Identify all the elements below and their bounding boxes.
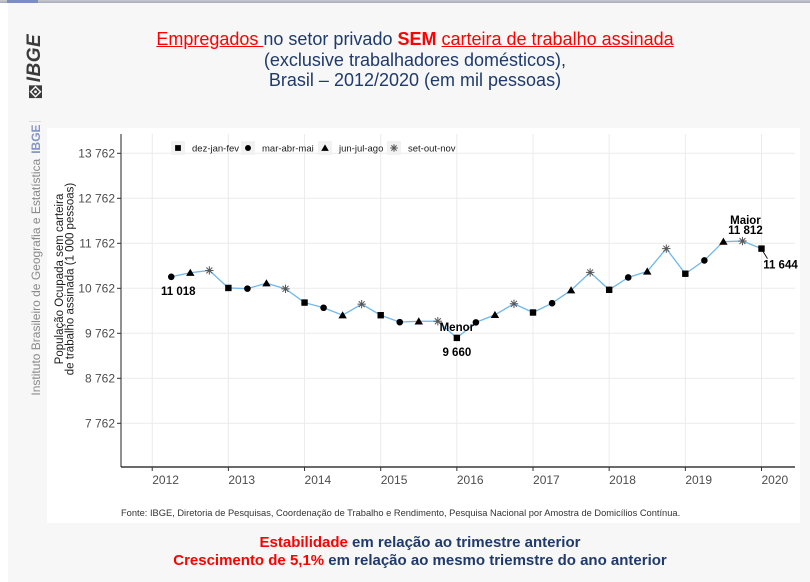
- y-axis-title-line: População Ocupada sem carteira: [54, 193, 66, 364]
- data-point-star: [509, 299, 519, 308]
- legend-circle-icon: [245, 145, 251, 151]
- ibge-emblem-icon: [28, 85, 42, 99]
- data-point-star: [205, 266, 214, 275]
- series-line: [171, 240, 762, 339]
- page-title: Empregados no setor privado SEM carteira…: [20, 29, 810, 91]
- source-note: Fonte: IBGE, Diretoria de Pesquisas, Coo…: [121, 508, 681, 518]
- data-label: 11 644: [763, 260, 798, 272]
- y-tick-label: 7 762: [85, 417, 115, 431]
- data-point-triangle: [414, 317, 423, 325]
- data-point-square: [225, 284, 232, 292]
- data-point-star: [662, 244, 671, 253]
- data-point-circle: [167, 273, 175, 281]
- data-point-star: [585, 268, 595, 277]
- y-tick-label: 9 762: [85, 327, 115, 341]
- legend-label: set-out-nov: [408, 143, 456, 154]
- ibge-logo: IBGE: [24, 34, 46, 99]
- y-tick-label: 12 762: [78, 192, 115, 206]
- data-label: 11 812: [728, 225, 763, 237]
- data-point-circle: [244, 285, 251, 292]
- chart-panel: [47, 128, 800, 523]
- data-point-circle: [624, 274, 632, 281]
- y-axis-title-line: de trabalho assinada (1 000 pessoas): [65, 183, 77, 376]
- title-line-2: (exclusive trabalhadores domésticos),: [263, 49, 567, 70]
- data-point-triangle: [719, 237, 728, 245]
- data-point-star: [433, 317, 443, 326]
- title-sem: SEM: [397, 29, 437, 49]
- page-left-strip: [0, 0, 8, 582]
- y-tick-label: 13 762: [78, 147, 115, 161]
- x-tick-label: 2013: [228, 473, 255, 487]
- data-point-circle: [396, 318, 404, 326]
- title-setor: no setor privado: [263, 29, 398, 49]
- data-point-square: [605, 286, 613, 293]
- x-tick-label: 2018: [609, 473, 636, 487]
- data-point-square: [682, 270, 689, 277]
- y-tick-label: 11 762: [79, 237, 115, 251]
- x-tick-label: 2014: [305, 473, 332, 487]
- title-line-1: Empregados no setor privado SEM carteira…: [20, 29, 810, 50]
- data-point-triangle: [566, 286, 576, 294]
- x-tick-label: 2017: [533, 473, 560, 487]
- legend-triangle-icon: [321, 144, 329, 151]
- data-point-square: [301, 299, 308, 306]
- legend-label: jun-jul-ago: [338, 143, 383, 154]
- y-tick-label: 10 762: [78, 282, 115, 296]
- data-point-square: [529, 309, 537, 316]
- data-point-square: [758, 245, 765, 252]
- data-label: 9 660: [442, 347, 471, 359]
- summary-line-1: Estabilidade em relação ao trimestre ant…: [20, 534, 810, 552]
- x-tick-label: 2020: [761, 473, 788, 487]
- top-bar: [0, 0, 810, 3]
- x-tick-label: 2015: [381, 473, 408, 487]
- data-point-circle: [320, 304, 327, 312]
- legend-star-icon: [390, 144, 398, 152]
- x-tick-label: 2019: [685, 473, 712, 487]
- data-point-circle: [701, 257, 708, 264]
- summary-text: Estabilidade em relação ao trimestre ant…: [20, 534, 810, 570]
- summary-rest-1: em relação ao trimestre anterior: [347, 534, 581, 551]
- data-point-circle: [472, 319, 480, 326]
- legend-square-icon: [175, 145, 181, 151]
- data-point-triangle: [186, 268, 195, 276]
- summary-line-2: Crescimento de 5,1% em relação ao mesmo …: [20, 552, 810, 570]
- x-tick-label: 2016: [457, 473, 484, 487]
- annotation-leader-line: [762, 250, 768, 259]
- data-point-star: [281, 284, 290, 294]
- x-tick-label: 2012: [152, 473, 179, 487]
- data-point-triangle: [643, 267, 652, 275]
- data-point-triangle: [490, 310, 500, 319]
- title-carteira: carteira de trabalho assinada: [441, 29, 674, 49]
- data-label: 11 018: [161, 286, 196, 298]
- sidebar-divider: [29, 121, 41, 122]
- summary-highlight-1: Estabilidade: [259, 534, 348, 551]
- data-point-circle: [548, 299, 556, 307]
- data-point-square: [377, 312, 384, 319]
- data-point-triangle: [262, 279, 271, 287]
- title-empregados: Empregados: [156, 29, 264, 49]
- legend-label: mar-abr-mai: [262, 143, 314, 154]
- data-point-square: [453, 334, 461, 342]
- top-bar-accent: [7, 0, 38, 3]
- data-point-star: [738, 236, 747, 246]
- summary-highlight-2: Crescimento de 5,1%: [173, 552, 325, 569]
- y-tick-label: 8 762: [85, 372, 115, 386]
- summary-rest-2: em relação ao mesmo triemstre do ano ant…: [324, 552, 667, 569]
- legend-label: dez-jan-fev: [192, 143, 239, 154]
- data-point-star: [357, 299, 366, 309]
- data-label: Maior: [730, 215, 761, 227]
- data-point-triangle: [338, 311, 347, 319]
- title-line-3: Brasil – 2012/2020 (em mil pessoas): [268, 70, 562, 90]
- data-label: Menor: [440, 322, 475, 334]
